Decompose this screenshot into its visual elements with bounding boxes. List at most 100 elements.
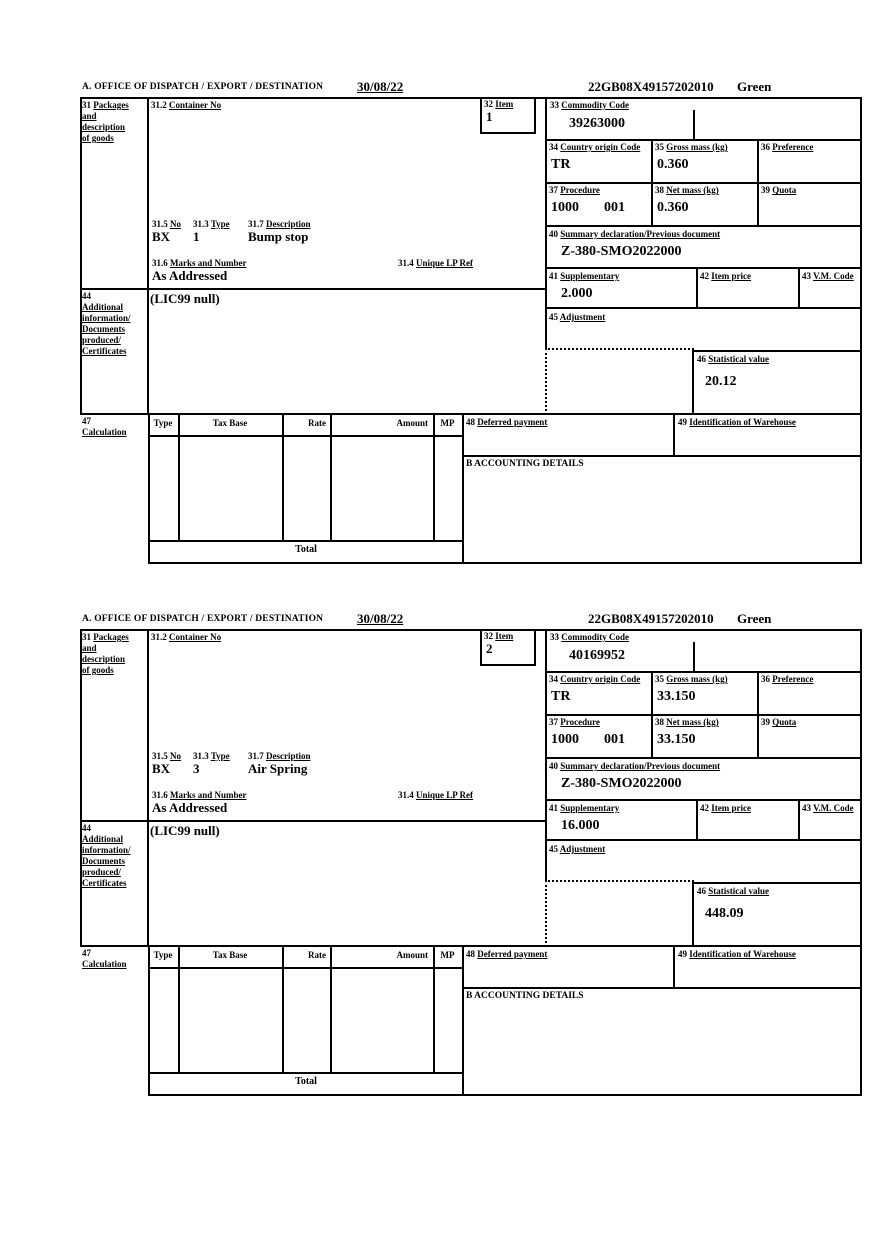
commodity-code-tick (693, 642, 695, 671)
box41-label: 41 Supplementary (549, 803, 620, 813)
box38-label: 38 Net mass (kg) (655, 717, 719, 727)
mrn-number: 22GB08X49157202010 (588, 79, 714, 94)
divider (148, 435, 464, 437)
box32-label: 32 Item (484, 631, 514, 641)
col-tax-base: Tax Base (212, 950, 248, 960)
col-rate: Rate (308, 950, 326, 960)
item-block-1: A. OFFICE OF DISPATCH / EXPORT / DESTINA… (80, 80, 862, 566)
box42-label: 42 Item price (700, 803, 751, 813)
col-amount: Amount (396, 418, 428, 428)
divider (545, 225, 862, 227)
divider (330, 413, 332, 540)
divider (860, 97, 862, 564)
divider (480, 629, 482, 666)
divider (147, 629, 149, 947)
divider (673, 945, 675, 987)
office-of-dispatch-label: A. OFFICE OF DISPATCH / EXPORT / DESTINA… (82, 614, 324, 624)
dotted-divider (545, 348, 694, 350)
divider (462, 455, 862, 457)
box31-3-label: 31.3 Type (193, 751, 230, 761)
goods-description: Bump stop (248, 229, 309, 244)
divider (545, 799, 862, 801)
divider (462, 987, 862, 989)
box31-5-label: 31.5 No (152, 219, 181, 229)
box49-label: 49 Identification of Warehouse (678, 949, 796, 959)
divider (696, 799, 698, 839)
box47-label: 47 Calculation (82, 948, 127, 969)
divider (148, 945, 150, 1096)
divider (148, 1072, 464, 1074)
divider (545, 629, 547, 882)
routing-status: Green (737, 611, 772, 626)
divider (673, 413, 675, 455)
box31-6-label: 31.6 Marks and Number (152, 258, 247, 268)
net-mass: 33.150 (657, 732, 696, 747)
routing-status: Green (737, 79, 772, 94)
box36-label: 36 Preference (761, 674, 814, 684)
package-code: BX (152, 229, 171, 244)
box40-label: 40 Summary declaration/Previous document (549, 761, 721, 771)
box36-label: 36 Preference (761, 142, 814, 152)
marks-and-numbers: As Addressed (152, 800, 228, 815)
commodity-code-tick (693, 110, 695, 139)
divider (80, 629, 862, 631)
gross-mass: 0.360 (657, 157, 689, 172)
divider (480, 132, 536, 134)
divider (282, 413, 284, 540)
divider (757, 139, 759, 227)
divider (148, 540, 464, 542)
divider (545, 757, 862, 759)
item-number: 2 (486, 641, 493, 656)
divider (545, 307, 862, 309)
accounting-details-label: B ACCOUNTING DETAILS (466, 991, 584, 1001)
divider (80, 288, 545, 290)
package-code: BX (152, 761, 171, 776)
box41-label: 41 Supplementary (549, 271, 620, 281)
country-origin-code: TR (551, 689, 571, 704)
divider (692, 882, 694, 947)
divider (696, 267, 698, 307)
col-type: Type (153, 418, 173, 428)
country-origin-code: TR (551, 157, 571, 172)
divider (545, 671, 862, 673)
box33-label: 33 Commodity Code (550, 632, 629, 642)
divider (545, 139, 862, 141)
divider (692, 350, 694, 415)
col-mp: MP (440, 418, 455, 428)
box48-label: 48 Deferred payment (466, 417, 548, 427)
divider (148, 967, 464, 969)
previous-document: Z-380-SMO2022000 (561, 776, 682, 791)
divider (462, 413, 464, 564)
box31-2-label: 31.2 Container No (151, 100, 222, 110)
divider (545, 714, 862, 716)
divider (692, 882, 862, 884)
col-type: Type (153, 950, 173, 960)
dotted-divider (545, 880, 547, 947)
divider (757, 671, 759, 759)
supplementary-units: 2.000 (561, 286, 593, 301)
box49-label: 49 Identification of Warehouse (678, 417, 796, 427)
additional-information: (LIC99 null) (150, 823, 220, 838)
net-mass: 0.360 (657, 200, 689, 215)
box31-6-label: 31.6 Marks and Number (152, 790, 247, 800)
additional-information: (LIC99 null) (150, 291, 220, 306)
box31-3-label: 31.3 Type (193, 219, 230, 229)
col-tax-base: Tax Base (212, 418, 248, 428)
supplementary-units: 16.000 (561, 818, 600, 833)
divider (80, 820, 545, 822)
item-number: 1 (486, 109, 493, 124)
divider (178, 945, 180, 1072)
divider (80, 97, 82, 415)
box34-label: 34 Country origin Code (549, 142, 641, 152)
box31-7-label: 31.7 Description (248, 751, 311, 761)
box40-label: 40 Summary declaration/Previous document (549, 229, 721, 239)
divider (462, 945, 464, 1096)
divider (178, 413, 180, 540)
box47-label: 47 Calculation (82, 416, 127, 437)
divider (330, 945, 332, 1072)
procedure-code: 1000 (551, 732, 579, 747)
divider (798, 267, 800, 307)
item-block-2: A. OFFICE OF DISPATCH / EXPORT / DESTINA… (80, 612, 862, 1098)
declaration-date: 30/08/22 (357, 79, 404, 94)
box34-label: 34 Country origin Code (549, 674, 641, 684)
